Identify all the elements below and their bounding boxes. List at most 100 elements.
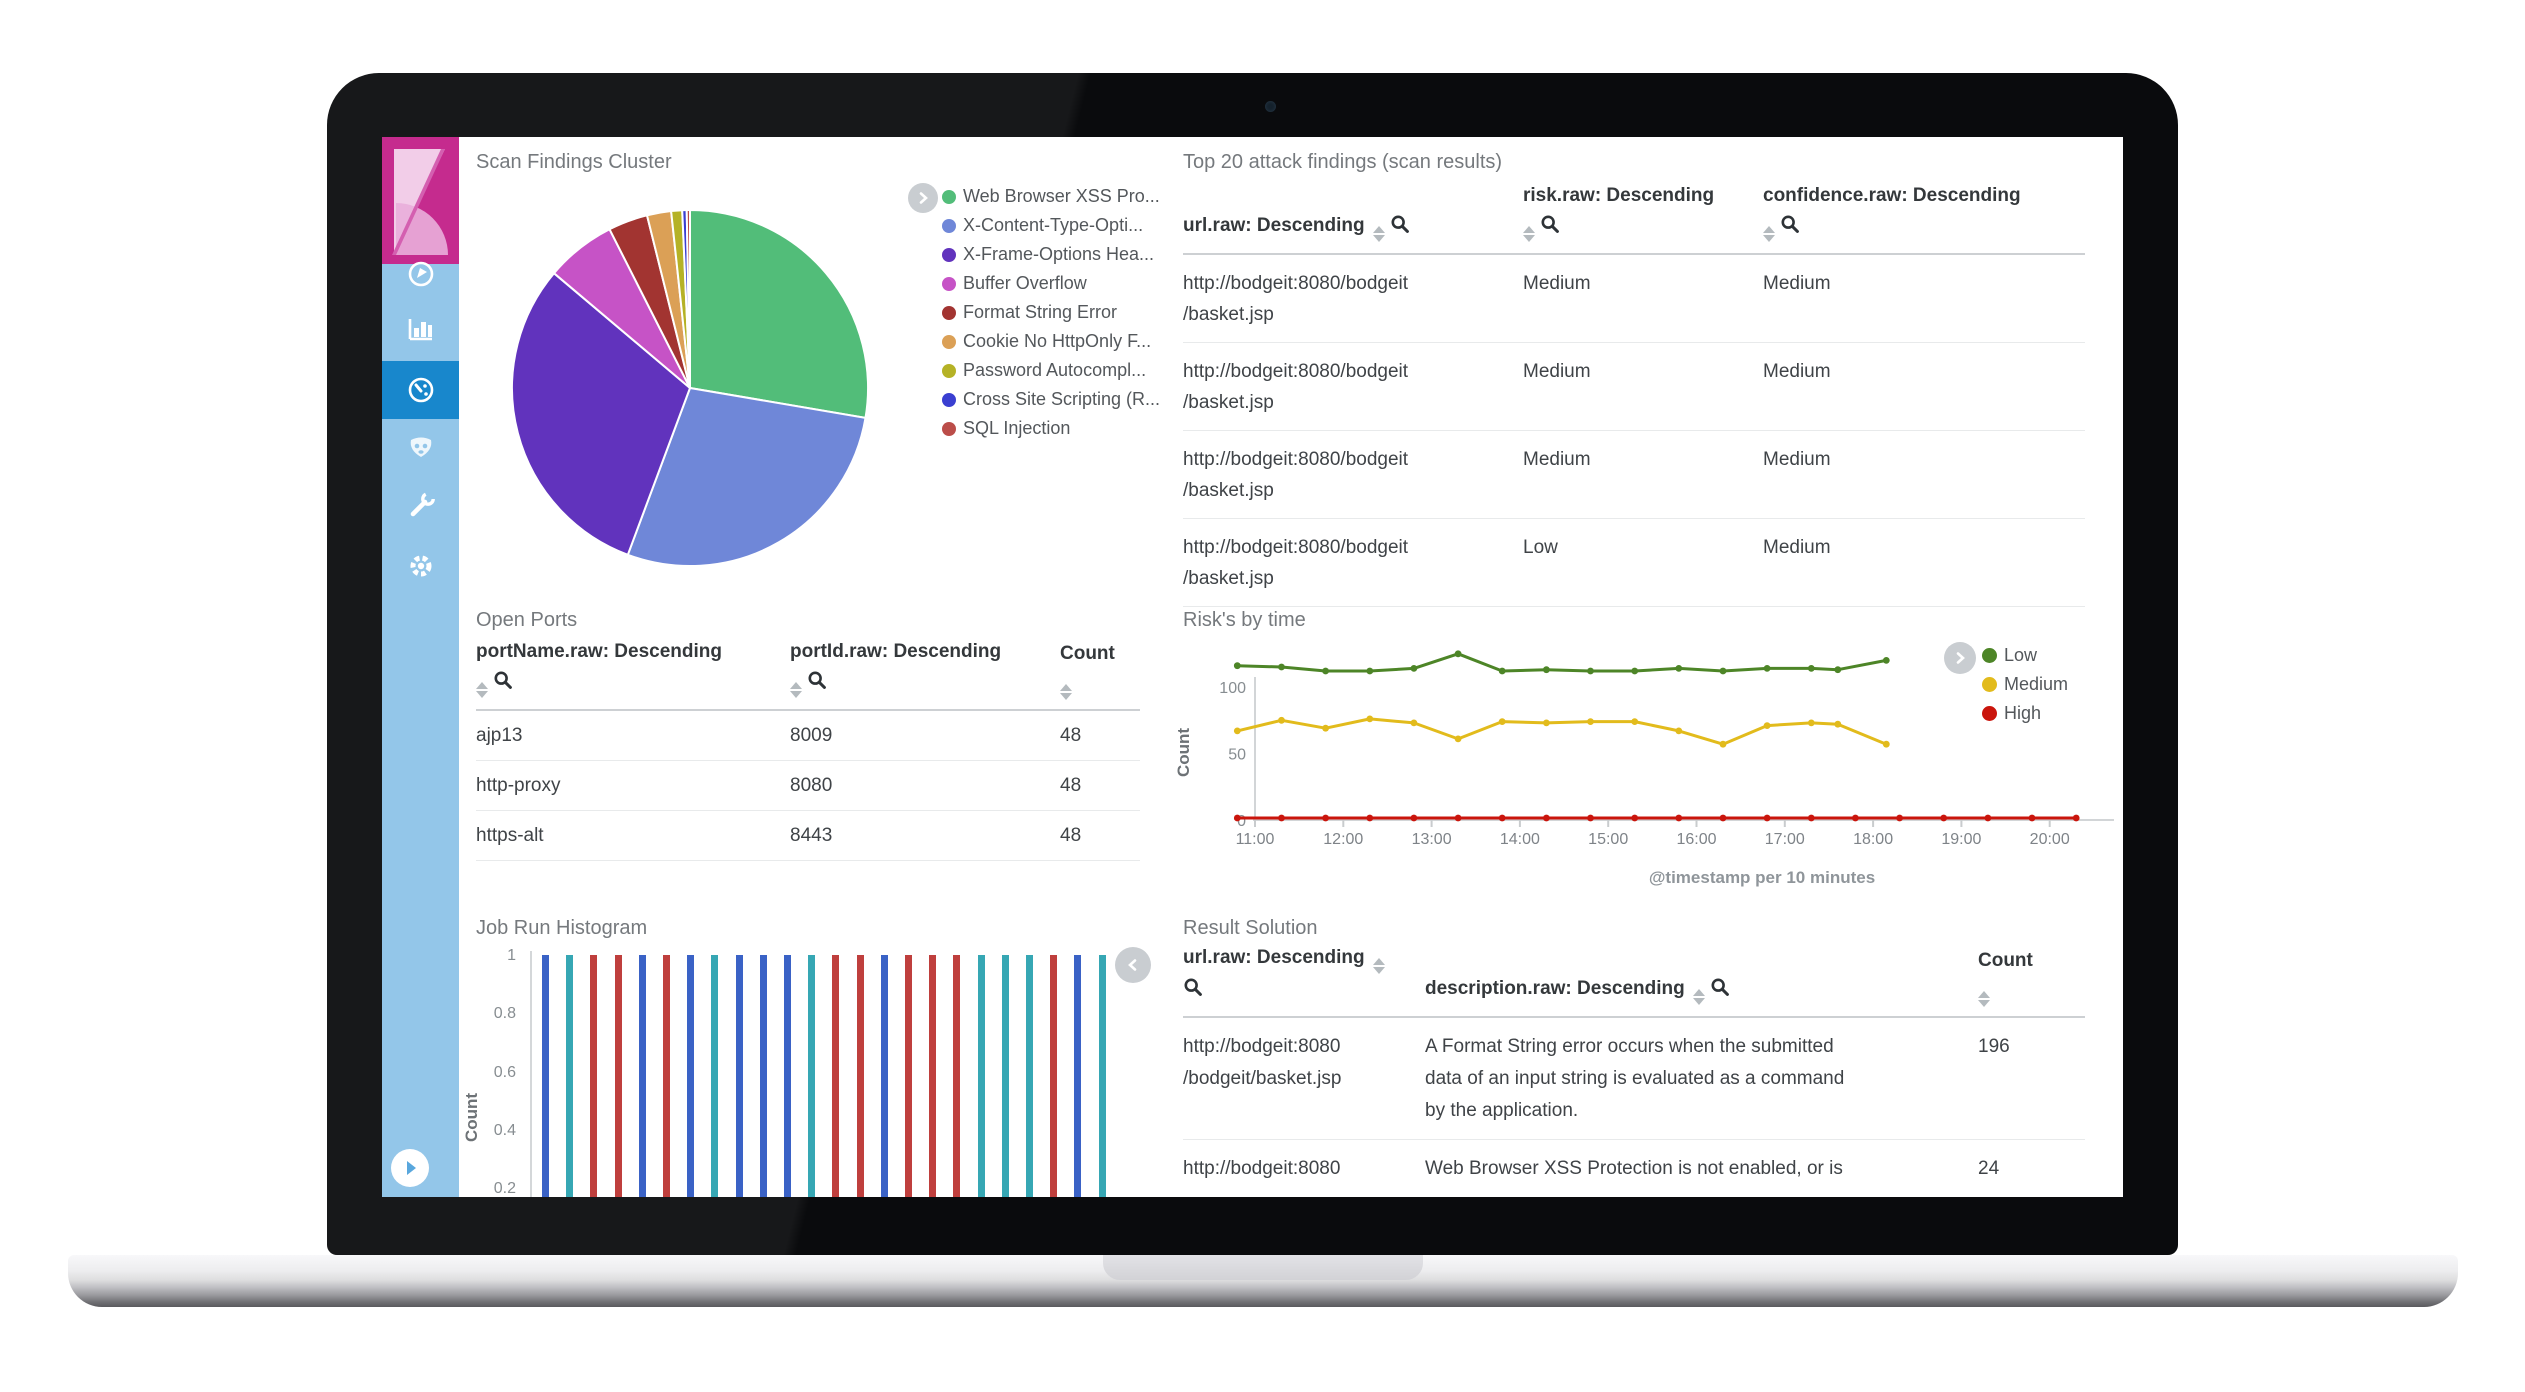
cell-confidence: Medium bbox=[1763, 449, 1831, 470]
legend-item[interactable]: Buffer Overflow bbox=[942, 269, 1160, 298]
column-header-count[interactable]: Count bbox=[1060, 639, 1136, 709]
legend-item[interactable]: Password Autocompl... bbox=[942, 356, 1160, 385]
sort-icon[interactable] bbox=[1523, 226, 1535, 242]
column-header-portid[interactable]: portId.raw: Descending bbox=[790, 637, 1060, 709]
histogram-bar[interactable] bbox=[953, 955, 961, 1197]
histogram-bar[interactable] bbox=[1074, 955, 1082, 1197]
sort-icon[interactable] bbox=[476, 682, 488, 698]
histogram-bar[interactable] bbox=[687, 955, 695, 1197]
legend-item[interactable]: Medium bbox=[1982, 670, 2068, 699]
legend-toggle-button[interactable] bbox=[1944, 642, 1976, 674]
cell-portname: http-proxy bbox=[476, 775, 561, 796]
column-header-count[interactable]: Count bbox=[1978, 946, 2085, 1016]
chevron-left-icon bbox=[1128, 959, 1137, 971]
histogram-bar[interactable] bbox=[735, 955, 743, 1197]
y-axis-line bbox=[530, 951, 532, 1197]
histogram-bar[interactable] bbox=[638, 955, 646, 1197]
search-icon[interactable] bbox=[1390, 214, 1410, 244]
cell-count: 48 bbox=[1060, 825, 1082, 846]
histogram-bar[interactable] bbox=[905, 955, 912, 1197]
legend-item[interactable]: X-Frame-Options Hea... bbox=[942, 240, 1160, 269]
search-icon[interactable] bbox=[807, 670, 827, 700]
histogram-bar[interactable] bbox=[711, 955, 719, 1197]
search-icon[interactable] bbox=[1183, 977, 1203, 1007]
table-row: https-alt 8443 48 bbox=[476, 811, 1140, 861]
table-row: http-proxy 8080 48 bbox=[476, 761, 1140, 811]
sort-icon[interactable] bbox=[1060, 684, 1072, 700]
histogram-bar[interactable] bbox=[929, 955, 937, 1197]
sidebar-item-wrench[interactable] bbox=[382, 477, 459, 535]
column-header-description[interactable]: description.raw: Descending bbox=[1425, 974, 1978, 1016]
legend-item[interactable]: Cookie No HttpOnly F... bbox=[942, 327, 1160, 356]
x-tick-label: 12:00 bbox=[1323, 831, 1363, 848]
column-header-portname[interactable]: portName.raw: Descending bbox=[476, 637, 790, 709]
column-header-url[interactable]: url.raw: Descending bbox=[1183, 211, 1523, 253]
legend-item-label: X-Frame-Options Hea... bbox=[963, 244, 1155, 264]
pie-slice[interactable] bbox=[689, 208, 870, 420]
sort-icon[interactable] bbox=[1692, 989, 1705, 1005]
legend-item[interactable]: Low bbox=[1982, 641, 2068, 670]
x-tick-label: 20:00 bbox=[2030, 831, 2070, 848]
search-icon[interactable] bbox=[493, 670, 513, 700]
histogram-bar[interactable] bbox=[542, 955, 549, 1197]
open-ports-table: portName.raw: Descending portId.raw: Des… bbox=[476, 637, 1140, 861]
histogram-bar[interactable] bbox=[759, 955, 767, 1197]
panel-title-job-run: Job Run Histogram bbox=[476, 917, 648, 939]
panel-collapse-button[interactable] bbox=[1115, 947, 1151, 983]
histogram-bar[interactable] bbox=[977, 955, 985, 1197]
histogram-bar[interactable] bbox=[784, 955, 791, 1197]
sidebar-item-gear[interactable] bbox=[382, 537, 459, 595]
open-ports-body: ajp13 8009 48 http-proxy 8080 48 https-alt 8443… bbox=[476, 711, 1140, 861]
sort-icon[interactable] bbox=[1763, 226, 1775, 242]
sort-icon[interactable] bbox=[1372, 958, 1385, 974]
y-tick-label: 0.2 bbox=[493, 1180, 516, 1197]
legend-toggle-button[interactable] bbox=[908, 183, 938, 213]
sidebar-item-compass[interactable] bbox=[382, 245, 459, 303]
histogram-bar[interactable] bbox=[856, 955, 864, 1197]
pie-slice[interactable] bbox=[511, 271, 692, 557]
sort-icon[interactable] bbox=[1978, 991, 1990, 1007]
result-solution-header-row: url.raw: Descending description.raw: Des… bbox=[1183, 943, 2085, 1018]
sidebar-item-dashboard[interactable] bbox=[382, 361, 459, 419]
legend-item[interactable]: Format String Error bbox=[942, 298, 1160, 327]
histogram-bar[interactable] bbox=[880, 955, 888, 1197]
histogram-bar[interactable] bbox=[590, 955, 598, 1197]
column-header-risk[interactable]: risk.raw: Descending bbox=[1523, 181, 1763, 253]
cell-portid: 8080 bbox=[790, 775, 833, 796]
legend-item[interactable]: Web Browser XSS Pro... bbox=[942, 182, 1160, 211]
y-tick-label: 1 bbox=[507, 947, 516, 964]
histogram-bar[interactable] bbox=[614, 955, 622, 1197]
scan-findings-pie-chart[interactable] bbox=[492, 195, 892, 585]
table-row: http://bodgeit:8080/bodgeit /basket.jsp M… bbox=[1183, 255, 2085, 343]
histogram-bar[interactable] bbox=[1050, 955, 1058, 1197]
histogram-bar[interactable] bbox=[808, 955, 816, 1197]
histogram-bar[interactable] bbox=[1026, 955, 1033, 1197]
sidebar-item-mask[interactable] bbox=[382, 418, 459, 476]
pie-slice[interactable] bbox=[685, 208, 691, 389]
panel-title-open-ports: Open Ports bbox=[476, 609, 578, 631]
legend-item[interactable]: High bbox=[1982, 699, 2068, 728]
search-icon[interactable] bbox=[1710, 977, 1730, 1007]
column-header-confidence[interactable]: confidence.raw: Descending bbox=[1763, 181, 2085, 253]
kibana-logo[interactable] bbox=[382, 137, 459, 264]
histogram-bar[interactable] bbox=[1001, 955, 1009, 1197]
cell-url: http://bodgeit:8080/bodgeit /basket.jsp bbox=[1183, 449, 1409, 501]
legend-color-dot bbox=[942, 421, 956, 436]
histogram-bar[interactable] bbox=[663, 955, 670, 1197]
column-header-url[interactable]: url.raw: Descending bbox=[1183, 943, 1425, 1016]
histogram-bar[interactable] bbox=[1098, 955, 1106, 1197]
sidebar-expand-button[interactable] bbox=[391, 1149, 429, 1187]
pie-slice[interactable] bbox=[626, 386, 867, 568]
histogram-bar[interactable] bbox=[566, 955, 574, 1197]
histogram-bar[interactable] bbox=[832, 955, 840, 1197]
search-icon[interactable] bbox=[1780, 214, 1800, 244]
x-tick-label: 14:00 bbox=[1500, 831, 1540, 848]
sort-icon[interactable] bbox=[790, 682, 802, 698]
legend-item[interactable]: X-Content-Type-Opti... bbox=[942, 211, 1160, 240]
search-icon[interactable] bbox=[1540, 214, 1560, 244]
sidebar-item-bar-chart[interactable] bbox=[382, 300, 459, 358]
sort-icon[interactable] bbox=[1372, 226, 1385, 242]
job-run-histogram-chart[interactable]: 1 0.8 0.6 0.4 0.2 bbox=[476, 935, 1166, 1197]
legend-item[interactable]: SQL Injection bbox=[942, 414, 1160, 443]
legend-item[interactable]: Cross Site Scripting (R... bbox=[942, 385, 1160, 414]
